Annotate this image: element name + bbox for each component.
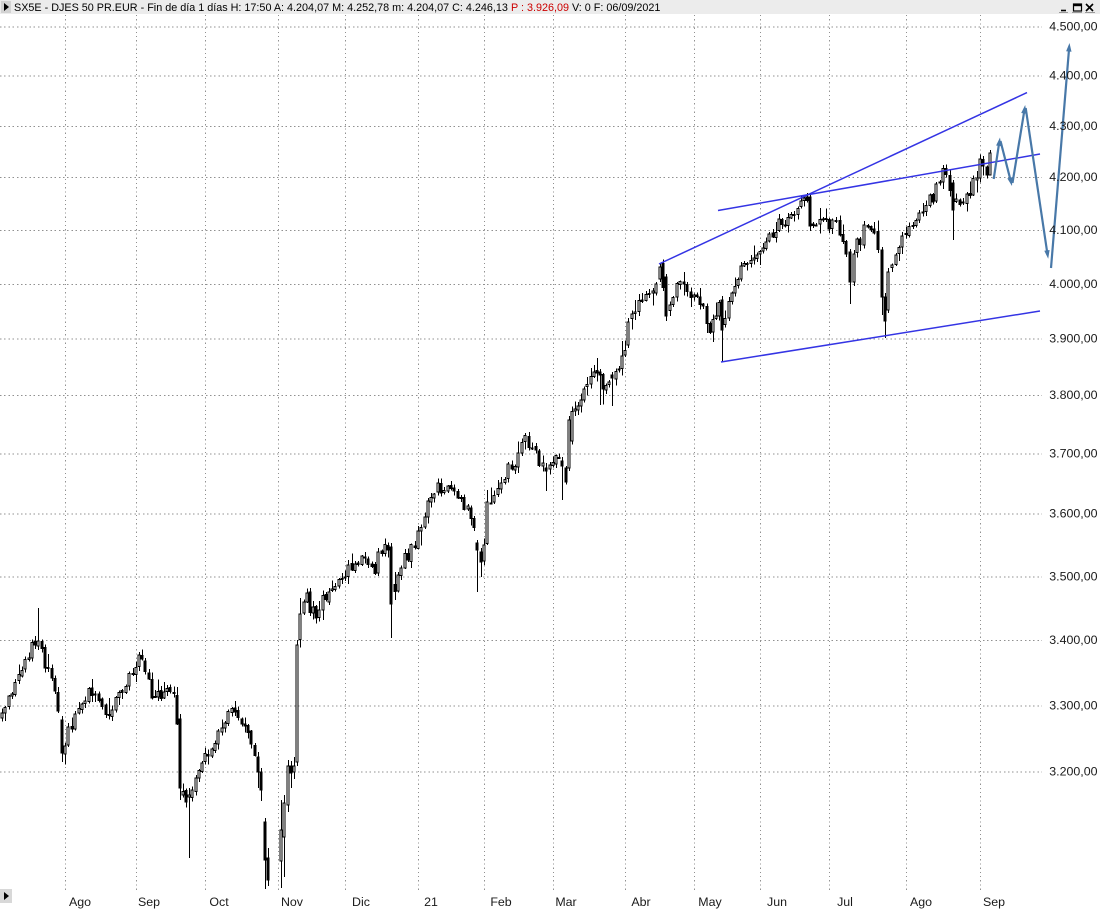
svg-text:3.900,00: 3.900,00: [1049, 332, 1097, 346]
svg-text:3.800,00: 3.800,00: [1049, 388, 1097, 402]
svg-text:Oct: Oct: [209, 895, 229, 909]
svg-text:May: May: [698, 895, 722, 909]
svg-text:Feb: Feb: [490, 895, 511, 909]
svg-text:4.000,00: 4.000,00: [1049, 277, 1097, 291]
svg-text:Ago: Ago: [69, 895, 91, 909]
svg-text:3.500,00: 3.500,00: [1049, 570, 1097, 584]
svg-text:3.700,00: 3.700,00: [1049, 446, 1097, 460]
svg-text:Dic: Dic: [352, 895, 370, 909]
svg-text:Jun: Jun: [767, 895, 787, 909]
svg-text:4.300,00: 4.300,00: [1049, 119, 1097, 133]
svg-text:SX5E - DJES 50 PR.EUR - Fin de: SX5E - DJES 50 PR.EUR - Fin de día 1 día…: [14, 2, 660, 14]
svg-text:21: 21: [424, 895, 438, 909]
svg-text:4.100,00: 4.100,00: [1049, 223, 1097, 237]
svg-text:4.400,00: 4.400,00: [1049, 69, 1097, 83]
svg-text:4.500,00: 4.500,00: [1049, 19, 1097, 33]
svg-text:Nov: Nov: [281, 895, 304, 909]
svg-text:3.200,00: 3.200,00: [1049, 765, 1097, 779]
svg-text:Sep: Sep: [983, 895, 1005, 909]
svg-text:Sep: Sep: [138, 895, 160, 909]
svg-text:3.300,00: 3.300,00: [1049, 698, 1097, 712]
svg-text:Ago: Ago: [910, 895, 932, 909]
svg-text:Abr: Abr: [631, 895, 650, 909]
svg-text:Jul: Jul: [837, 895, 853, 909]
svg-text:3.600,00: 3.600,00: [1049, 506, 1097, 520]
svg-text:4.200,00: 4.200,00: [1049, 170, 1097, 184]
svg-text:3.400,00: 3.400,00: [1049, 633, 1097, 647]
svg-text:Mar: Mar: [555, 895, 576, 909]
